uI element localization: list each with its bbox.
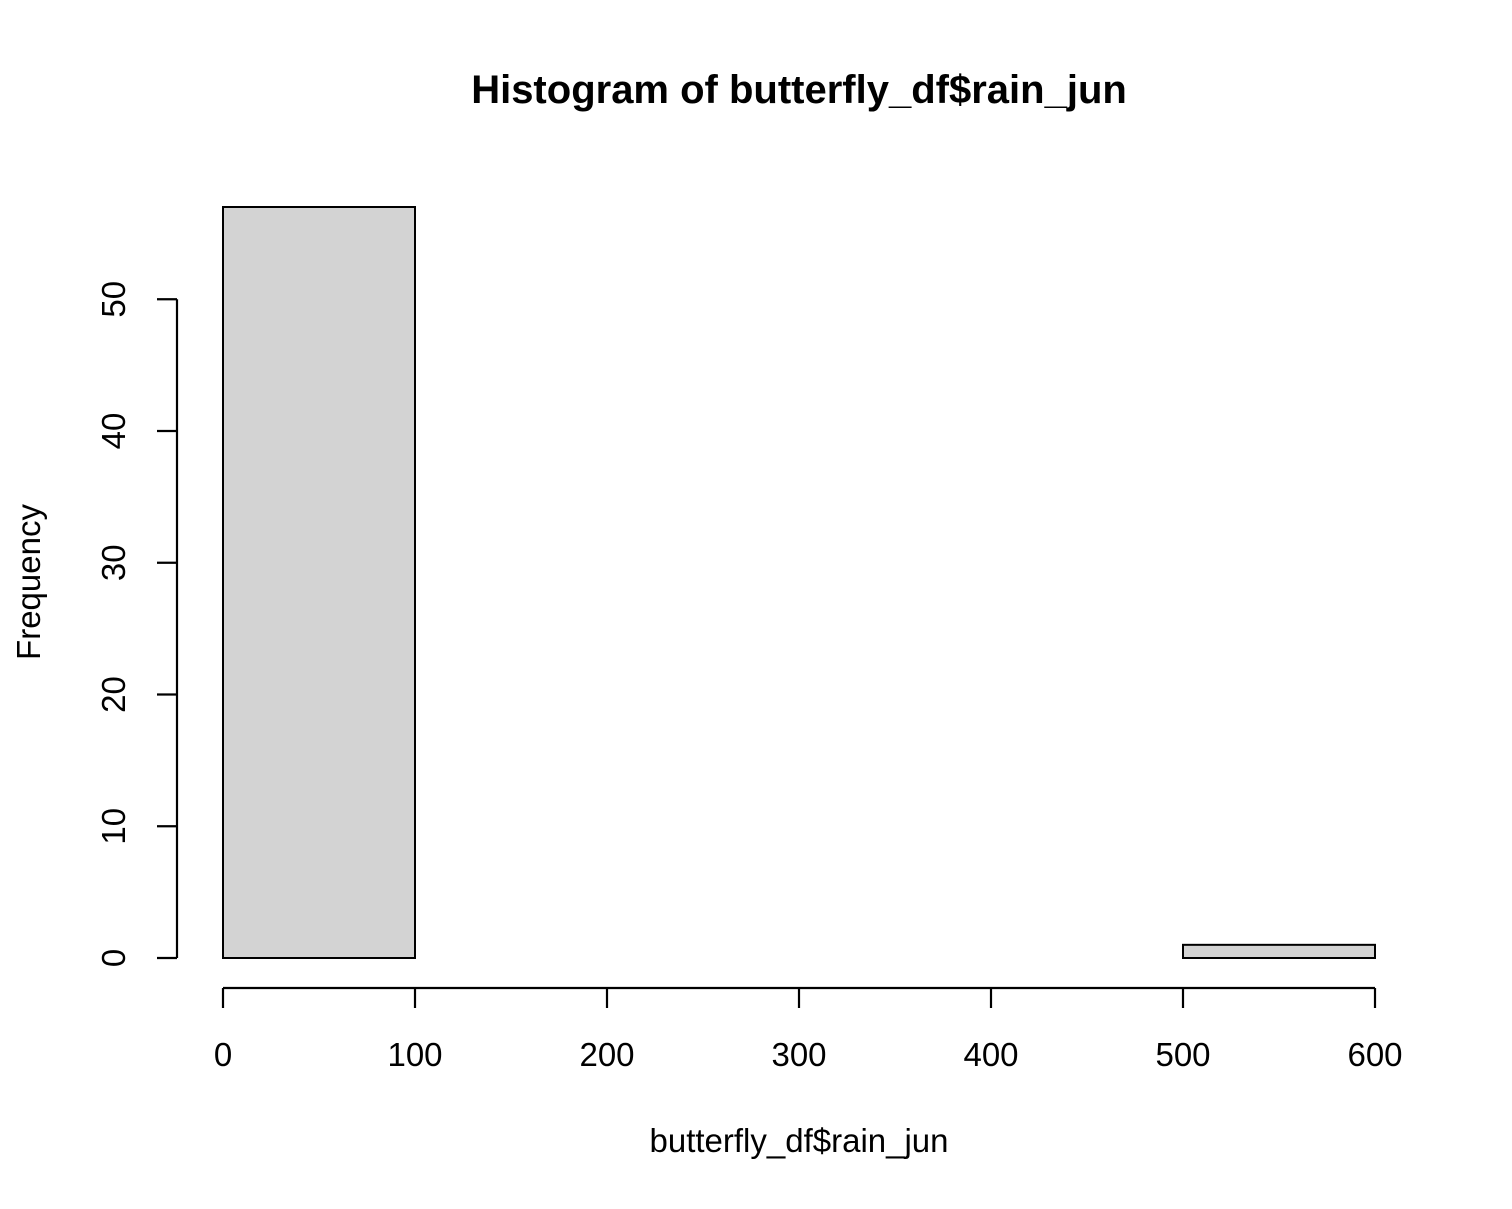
- y-tick-label: 50: [95, 281, 132, 318]
- x-tick-label: 300: [771, 1036, 826, 1073]
- chart-title: Histogram of butterfly_df$rain_jun: [471, 68, 1127, 112]
- x-tick-label: 400: [963, 1036, 1018, 1073]
- histogram-bar: [1182, 943, 1376, 960]
- x-axis: 0 100 200 300 400 500 600: [214, 986, 1403, 1073]
- y-axis-label: Frequency: [10, 504, 47, 660]
- x-tick-label: 0: [214, 1036, 232, 1073]
- y-tick-label: 40: [95, 413, 132, 450]
- x-tick-label: 200: [579, 1036, 634, 1073]
- x-tick-label: 600: [1347, 1036, 1402, 1073]
- x-tick-label: 500: [1155, 1036, 1210, 1073]
- y-axis: 0 10 20 30 40 50: [95, 281, 179, 967]
- x-axis-label: butterfly_df$rain_jun: [649, 1122, 948, 1159]
- y-tick-label: 10: [95, 808, 132, 845]
- x-tick-label: 100: [387, 1036, 442, 1073]
- y-tick-label: 0: [95, 949, 132, 967]
- y-tick-label: 30: [95, 544, 132, 581]
- y-tick-label: 20: [95, 676, 132, 713]
- bars-group: [222, 206, 1376, 960]
- histogram-bar: [222, 206, 416, 959]
